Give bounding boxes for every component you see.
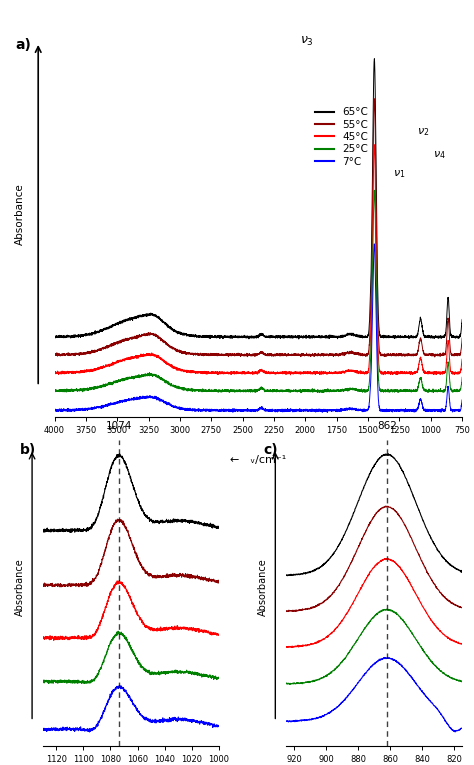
- Text: c): c): [263, 443, 278, 457]
- Text: Absorbance: Absorbance: [15, 558, 25, 616]
- Text: b): b): [20, 443, 36, 457]
- Text: 1074: 1074: [105, 421, 132, 431]
- Text: $\nu_4$: $\nu_4$: [433, 149, 445, 161]
- Text: $\nu_1$: $\nu_1$: [393, 168, 405, 180]
- Text: Absorbance: Absorbance: [258, 558, 268, 616]
- Text: Absorbance: Absorbance: [15, 184, 25, 245]
- Text: 862: 862: [377, 421, 397, 431]
- Text: a): a): [16, 38, 32, 52]
- Text: ← ᵥ/cm⁻¹: ← ᵥ/cm⁻¹: [230, 455, 286, 465]
- Legend: 65°C, 55°C, 45°C, 25°C, 7°C: 65°C, 55°C, 45°C, 25°C, 7°C: [311, 103, 373, 171]
- Text: $\nu_3$: $\nu_3$: [300, 34, 313, 48]
- Text: $\nu_2$: $\nu_2$: [417, 126, 429, 138]
